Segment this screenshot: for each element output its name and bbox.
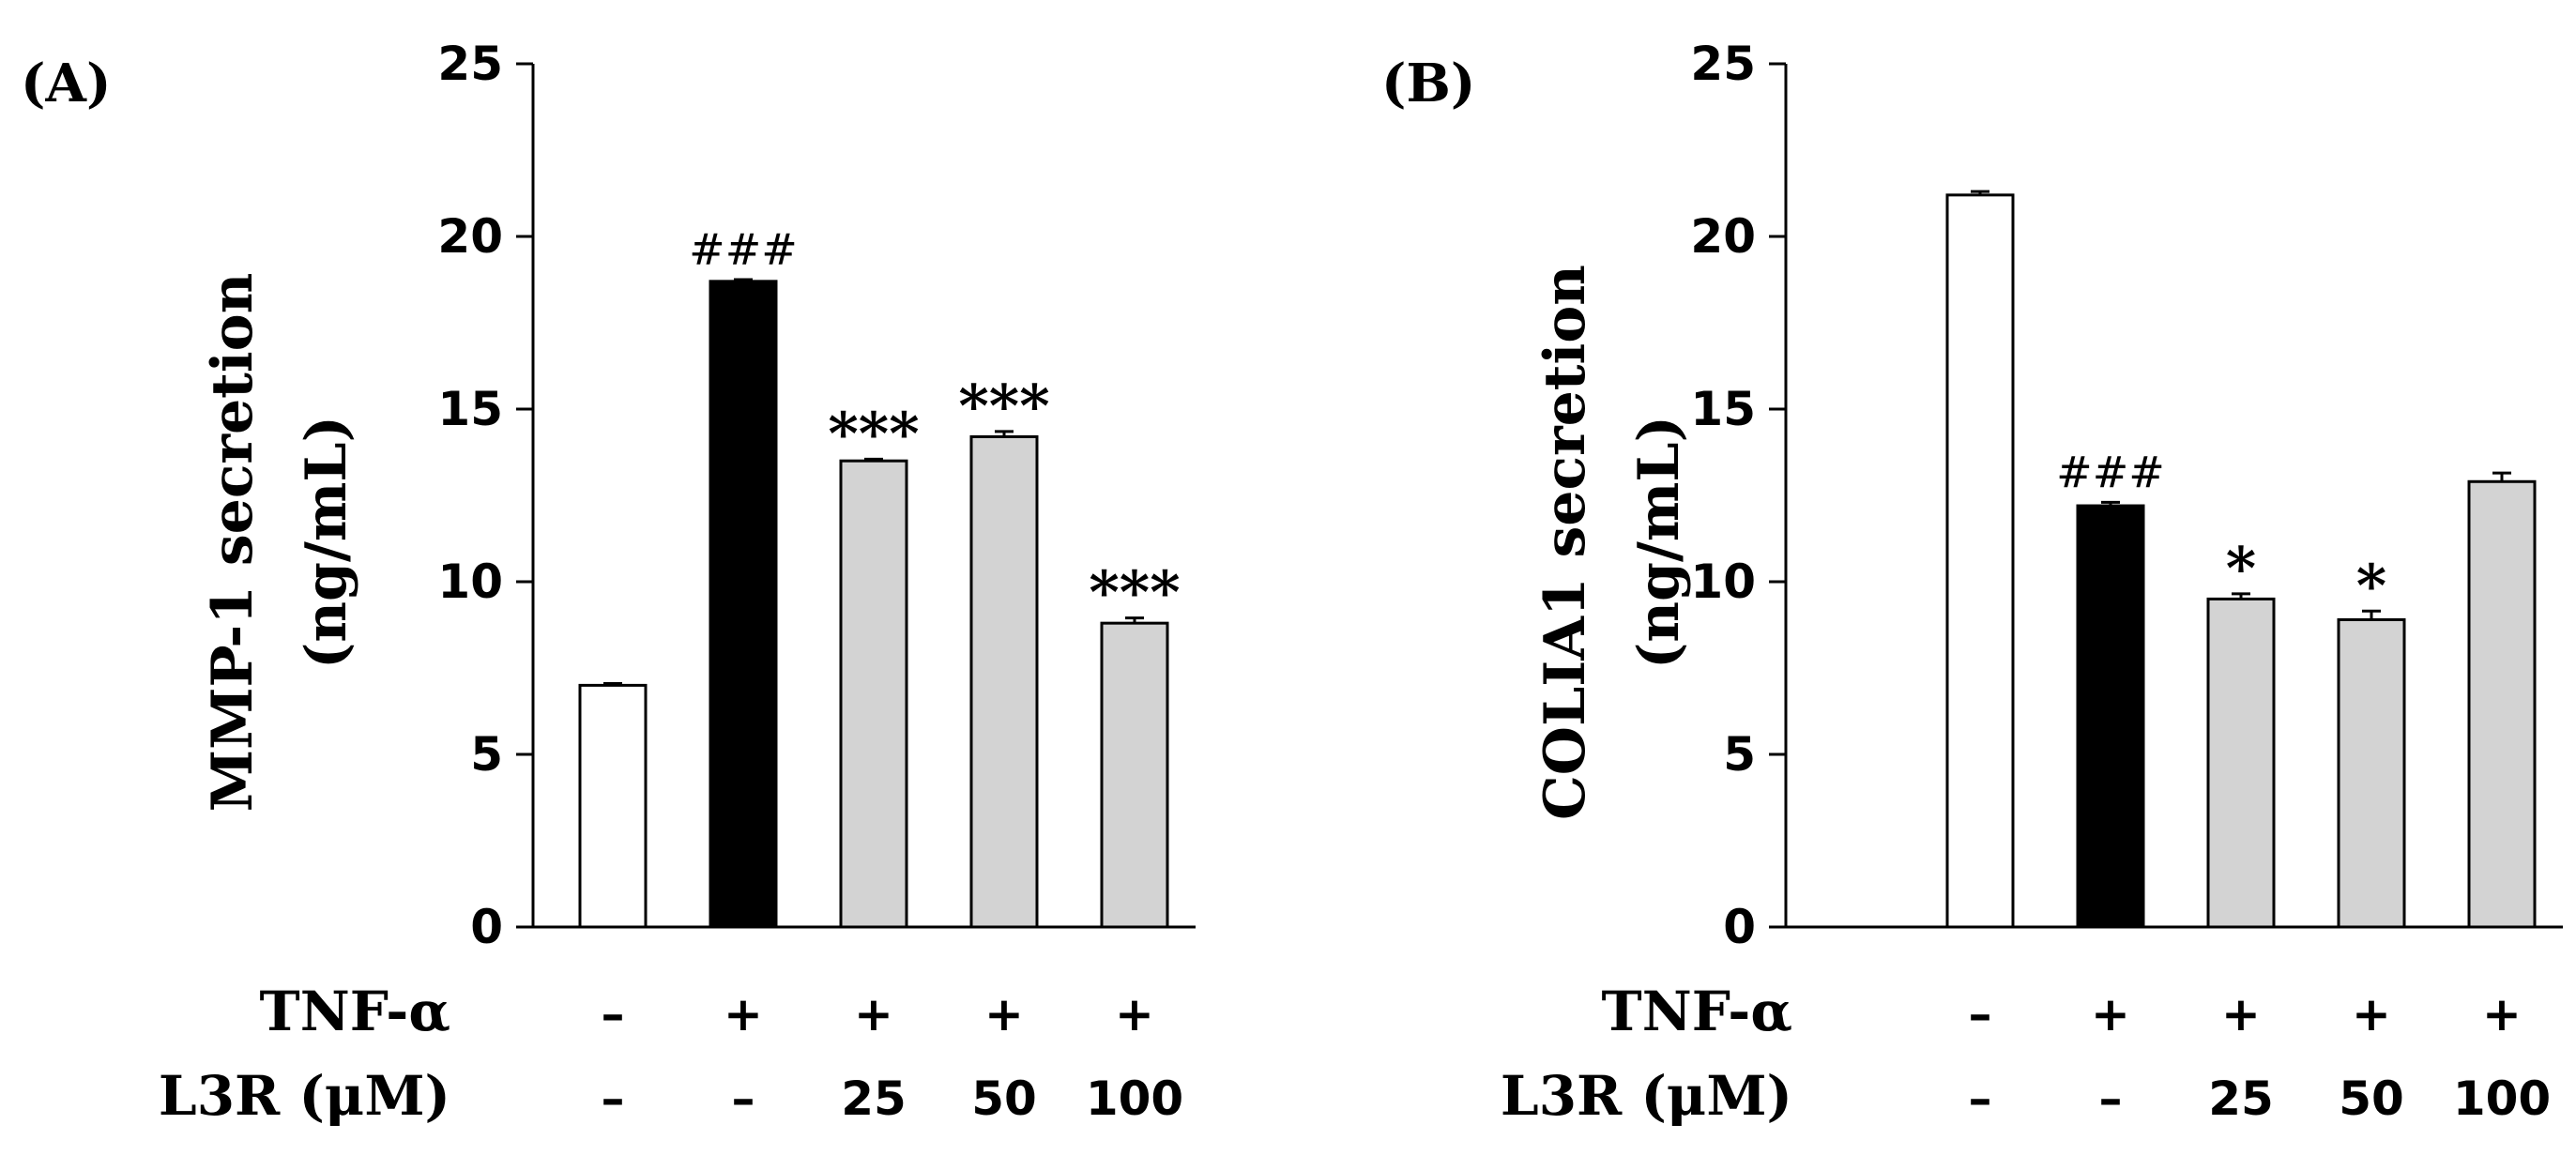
y-tick-label: 10: [1690, 555, 1756, 609]
bar: [578, 683, 648, 929]
panel-label: (B): [1381, 53, 1475, 114]
bar: [709, 280, 778, 929]
significance-label: ###: [689, 224, 798, 275]
bar: [1100, 621, 1169, 929]
y-tick-label: 5: [470, 727, 503, 782]
tnf-row-value: +: [724, 987, 763, 1041]
y-tick-label: 25: [437, 37, 503, 91]
bar: [2337, 617, 2406, 929]
l3r-row-value: 50: [2339, 1071, 2404, 1126]
y-axis-title: MMP-1 secretion: [200, 273, 266, 813]
l3r-row-value: 100: [2453, 1071, 2551, 1126]
significance-label: ###: [2056, 447, 2165, 497]
tnf-row-value: +: [984, 987, 1024, 1041]
tnf-row-value: +: [854, 987, 893, 1041]
y-tick-label: 25: [1690, 37, 1756, 91]
bar: [969, 434, 1039, 929]
significance-label: *: [2356, 551, 2386, 619]
row-label-l3r: L3R (μM): [159, 1064, 450, 1128]
bar: [2206, 597, 2276, 929]
y-axis-title: COLIA1 secretion: [1532, 265, 1598, 820]
l3r-row-value: 100: [1086, 1071, 1183, 1126]
y-axis-unit: (ng/mL): [1626, 416, 1692, 669]
tnf-row-value: +: [2091, 987, 2130, 1041]
panel-label: (A): [21, 53, 111, 114]
bar: [1945, 193, 2015, 929]
bar: [2467, 479, 2537, 929]
l3r-row-value: 50: [971, 1071, 1037, 1126]
y-tick-label: 0: [1723, 900, 1756, 954]
y-tick-label: 15: [437, 382, 503, 436]
y-tick-label: 20: [437, 209, 503, 264]
tnf-row-value: –: [602, 987, 625, 1041]
significance-label: ***: [1089, 558, 1180, 627]
significance-label: *: [2226, 534, 2256, 602]
bar: [2076, 504, 2145, 929]
row-label-tnf: TNF-α: [260, 980, 450, 1043]
y-tick-label: 0: [470, 900, 503, 954]
l3r-row-value: –: [732, 1071, 755, 1126]
tnf-row-value: +: [2221, 987, 2261, 1041]
bar: [839, 459, 908, 929]
panel-b-chart: (B) 0 5 10 15 20 25 COLIA1 secretion (ng/mL) – – ##…: [1381, 37, 2563, 1128]
row-label-tnf: TNF-α: [1602, 980, 1792, 1043]
significance-label: ***: [958, 372, 1049, 440]
panel-a-chart: (A) 0 5 10 15 20 25 MMP-1 secretion (ng/mL) – – ###…: [21, 37, 1196, 1128]
y-tick-label: 10: [437, 555, 503, 609]
tnf-row-value: +: [2482, 987, 2522, 1041]
y-tick-label: 5: [1723, 727, 1756, 782]
y-axis-unit: (ng/mL): [294, 416, 359, 669]
l3r-row-value: –: [2099, 1071, 2123, 1126]
tnf-row-value: +: [2352, 987, 2391, 1041]
l3r-row-value: 25: [2208, 1071, 2274, 1126]
tnf-row-value: +: [1115, 987, 1154, 1041]
l3r-row-value: –: [1969, 1071, 1992, 1126]
row-label-l3r: L3R (μM): [1501, 1064, 1792, 1128]
significance-label: ***: [828, 399, 919, 467]
y-tick-label: 15: [1690, 382, 1756, 436]
y-tick-label: 20: [1690, 209, 1756, 264]
l3r-row-value: 25: [841, 1071, 907, 1126]
tnf-row-value: –: [1969, 987, 1992, 1041]
l3r-row-value: –: [602, 1071, 625, 1126]
